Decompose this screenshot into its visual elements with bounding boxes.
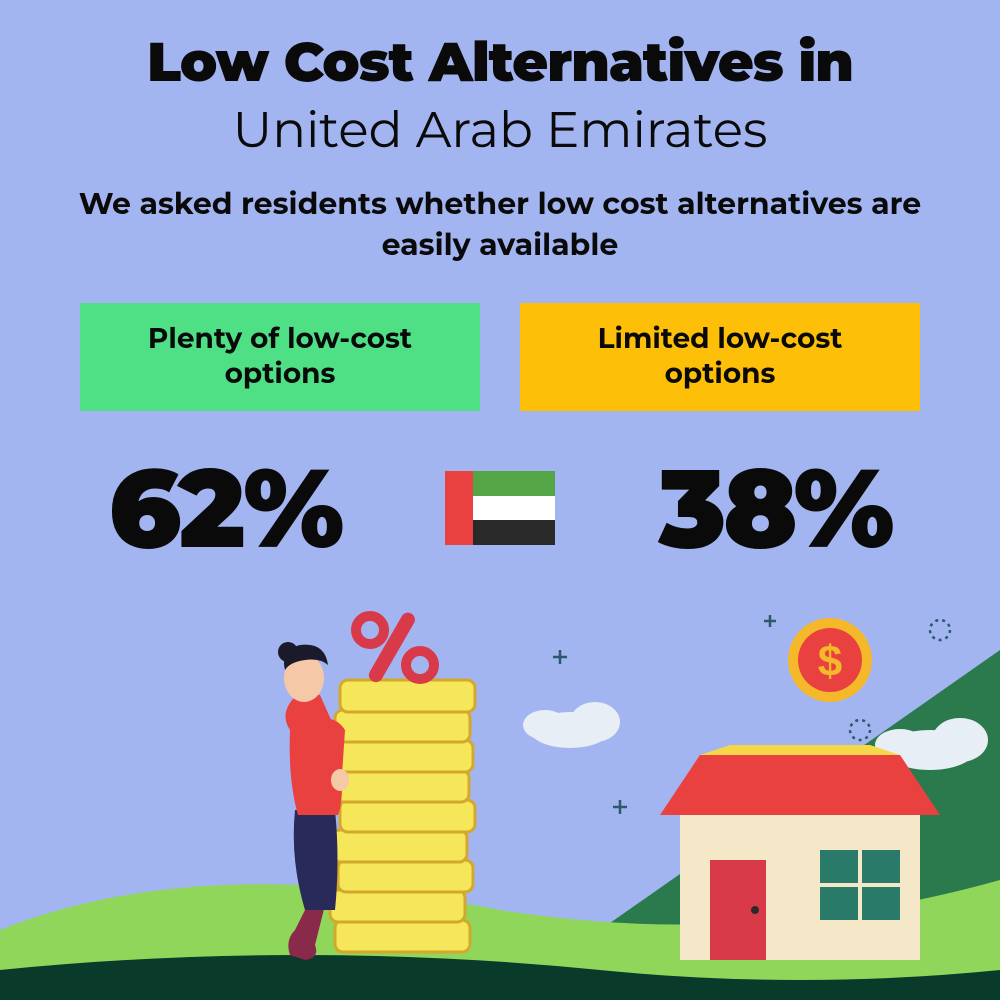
options-row: Plenty of low-cost options Limited low-c… bbox=[0, 303, 1000, 411]
subtitle: We asked residents whether low cost alte… bbox=[0, 184, 1000, 265]
title-line2: United Arab Emirates bbox=[0, 99, 1000, 160]
cloud-left bbox=[523, 702, 620, 748]
stat-limited-value: 38% bbox=[595, 441, 955, 575]
stats-row: 62% 38% bbox=[0, 441, 1000, 575]
uae-flag-icon bbox=[445, 471, 555, 545]
flag-red-stripe bbox=[445, 471, 473, 545]
title-line1: Low Cost Alternatives in bbox=[0, 0, 1000, 95]
coin-stack-icon bbox=[330, 680, 475, 952]
option-limited: Limited low-cost options bbox=[520, 303, 920, 411]
percent-icon bbox=[356, 610, 434, 685]
option-plenty-label: Plenty of low-cost options bbox=[110, 322, 450, 392]
option-plenty: Plenty of low-cost options bbox=[80, 303, 480, 411]
svg-text:$: $ bbox=[818, 637, 842, 686]
dollar-coin-icon: $ bbox=[788, 618, 872, 702]
flag-green-stripe bbox=[473, 471, 555, 496]
stat-plenty-value: 62% bbox=[45, 441, 405, 575]
option-limited-label: Limited low-cost options bbox=[550, 322, 890, 392]
flag-white-stripe bbox=[473, 496, 555, 521]
house-icon bbox=[660, 745, 940, 960]
illustration-scene: $ bbox=[0, 600, 1000, 1000]
flag-black-stripe bbox=[473, 520, 555, 545]
